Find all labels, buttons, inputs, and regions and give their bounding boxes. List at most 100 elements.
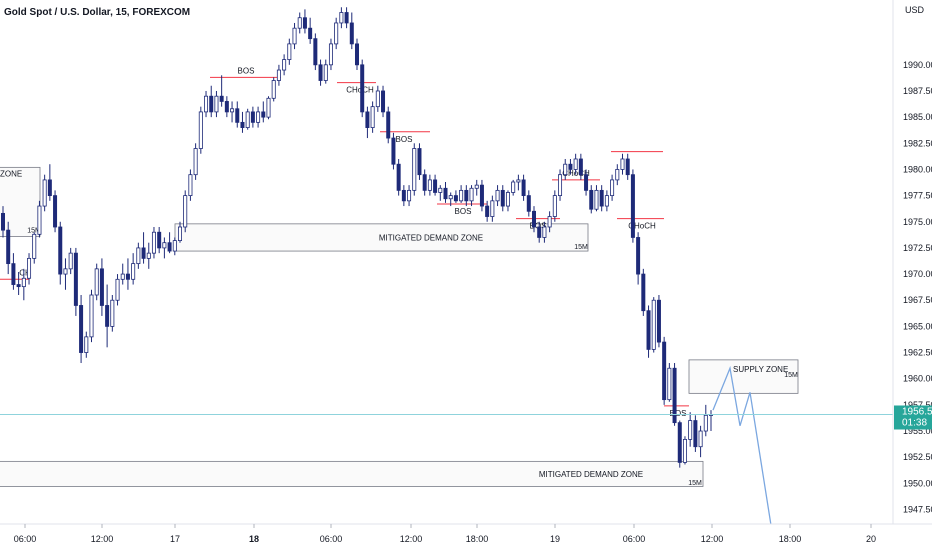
candle	[443, 182, 448, 203]
price-tick-label: 1950.00	[903, 478, 932, 488]
candle-body-up	[511, 181, 516, 193]
candle	[224, 96, 229, 118]
candle-body-up	[558, 174, 563, 197]
candle-body-up	[495, 189, 500, 202]
candle-body-up	[328, 43, 333, 66]
candle-body-down	[381, 90, 386, 113]
structure-annotation: BOS	[437, 203, 487, 216]
candle-body-up	[21, 277, 26, 288]
candle	[297, 12, 302, 34]
candle-body-down	[386, 111, 391, 139]
price-tick-label: 1947.50	[903, 505, 932, 515]
candle-body-up	[651, 299, 656, 350]
candle	[630, 169, 635, 243]
candle	[417, 143, 422, 180]
candle-body-down	[105, 305, 110, 327]
candle-body-up	[547, 216, 552, 228]
candle	[448, 192, 453, 207]
candle-body-down	[344, 12, 349, 24]
candle-body-down	[656, 299, 661, 343]
candle	[204, 90, 209, 118]
candle-body-up	[68, 252, 73, 270]
candle-body-down	[672, 367, 677, 424]
candle	[693, 415, 698, 452]
candle	[240, 111, 245, 133]
candle	[438, 185, 443, 201]
candle	[146, 242, 151, 269]
time-tick-label: 19	[550, 534, 560, 544]
candle-body-down	[349, 22, 354, 45]
candle-body-down	[235, 108, 240, 123]
candle-body-down	[443, 187, 448, 200]
candle	[167, 232, 172, 254]
candle-body-down	[396, 163, 401, 191]
candle	[73, 247, 78, 316]
candle-body-up	[89, 294, 94, 338]
price-tick-label: 1957.50	[903, 400, 932, 410]
candle	[485, 200, 490, 222]
candle	[422, 169, 427, 196]
time-tick-label: 12:00	[400, 534, 423, 544]
candle-body-up	[256, 111, 261, 123]
price-axis[interactable]: 1990.00 1987.50 1985.00 1982.50 1980.00 1977.…	[892, 0, 932, 524]
candle-body-down	[589, 189, 594, 210]
candle-body-down	[453, 195, 458, 202]
candle	[84, 331, 89, 358]
candle-body-up	[271, 80, 276, 99]
candle-body-up	[131, 263, 136, 280]
candle	[386, 106, 391, 144]
candle	[542, 221, 547, 243]
candle	[266, 96, 271, 120]
candle	[375, 85, 380, 112]
candle-body-up	[620, 158, 625, 170]
candle	[6, 221, 11, 275]
candle	[37, 200, 42, 238]
structure-label: BOS	[670, 409, 687, 418]
zone-timeframe-label: 15M	[784, 372, 798, 379]
structure-annotation: BOS	[516, 218, 560, 231]
candle	[604, 190, 609, 212]
candle-body-up	[151, 231, 156, 254]
candle-body-down	[578, 158, 583, 176]
candle-body-down	[209, 95, 214, 113]
candle	[672, 363, 677, 426]
candle	[532, 206, 537, 233]
candle-body-up	[266, 97, 271, 118]
candle	[344, 7, 349, 29]
candle	[563, 158, 568, 180]
candle-body-down	[318, 64, 323, 81]
price-tick-label: 1975.00	[903, 217, 932, 227]
candle-body-up	[552, 195, 557, 217]
structure-annotation: CH	[0, 268, 31, 280]
candle	[27, 253, 32, 285]
candle	[230, 101, 235, 123]
candle	[688, 412, 693, 447]
candle	[63, 258, 68, 290]
candle-body-up	[448, 195, 453, 200]
candle	[469, 185, 474, 207]
candle	[11, 253, 16, 290]
candle	[370, 101, 375, 133]
candle	[172, 237, 177, 256]
candle-body-up	[245, 111, 250, 128]
candle	[183, 190, 188, 233]
candle	[703, 404, 708, 437]
candle-body-up	[282, 59, 287, 71]
candle-body-up	[505, 192, 510, 207]
candle-body-down	[500, 189, 505, 207]
candle	[599, 185, 604, 212]
candle-body-down	[391, 137, 396, 165]
candle	[141, 232, 146, 264]
candle-body-down	[47, 179, 52, 197]
candle-body-down	[537, 226, 542, 238]
candle	[651, 297, 656, 353]
time-axis[interactable]: 06:00 12:00 17 18 06:00 12:00 18:00 19 06:00 12:0…	[0, 523, 932, 550]
candle-body-down	[313, 38, 318, 66]
candle-body-up	[84, 336, 89, 353]
zone-timeframe-label: 15M	[27, 227, 41, 234]
candle	[349, 12, 354, 50]
zone-rect	[174, 223, 589, 252]
candle	[521, 174, 526, 201]
